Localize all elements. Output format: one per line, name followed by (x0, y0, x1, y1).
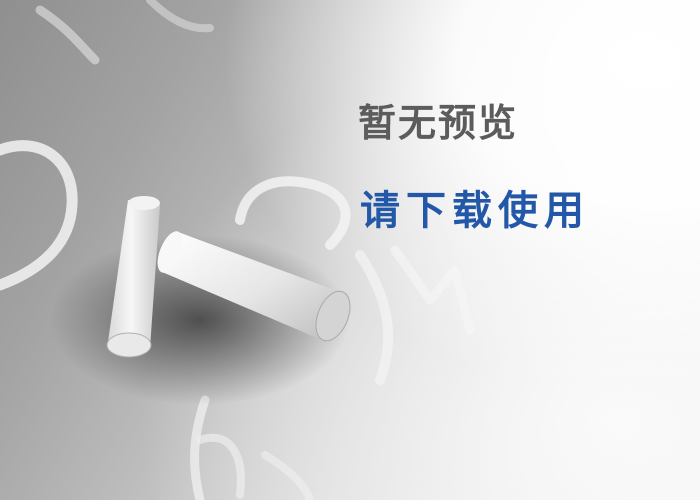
please-download-text: 请下载使用 (360, 188, 590, 234)
chalk-scribbles (0, 0, 470, 500)
chalk-stick-diagonal (157, 231, 351, 342)
chalk-stick-vertical (106, 196, 160, 358)
no-preview-text: 暂无预览 (358, 101, 519, 145)
